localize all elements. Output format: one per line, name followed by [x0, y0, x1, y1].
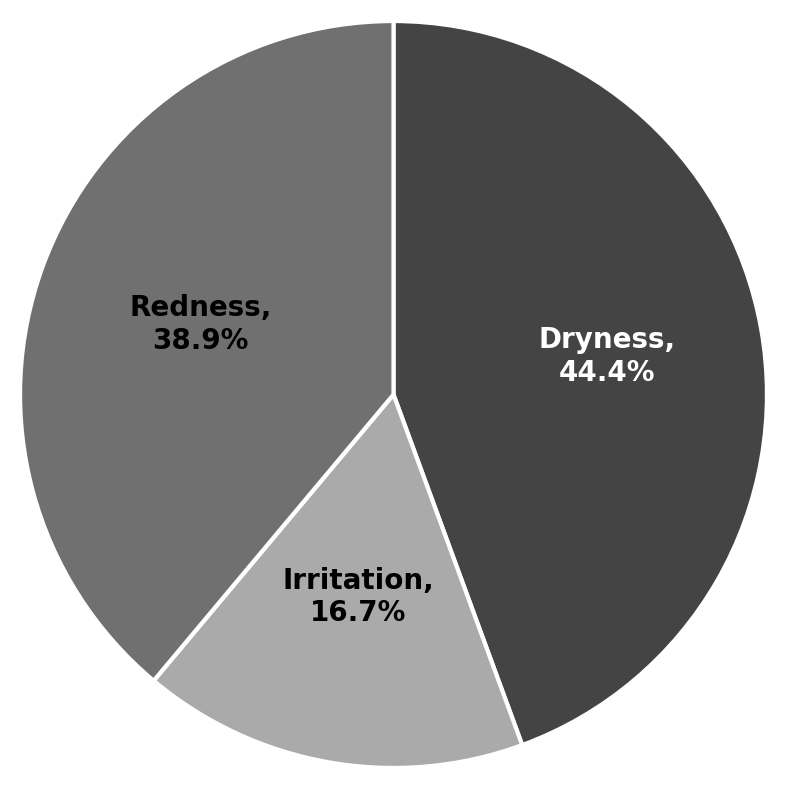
- Text: Irritation,
16.7%: Irritation, 16.7%: [283, 567, 434, 627]
- Wedge shape: [153, 394, 523, 768]
- Wedge shape: [20, 21, 394, 681]
- Text: Dryness,
44.4%: Dryness, 44.4%: [538, 327, 675, 387]
- Text: Redness,
38.9%: Redness, 38.9%: [129, 294, 272, 354]
- Wedge shape: [394, 21, 767, 745]
